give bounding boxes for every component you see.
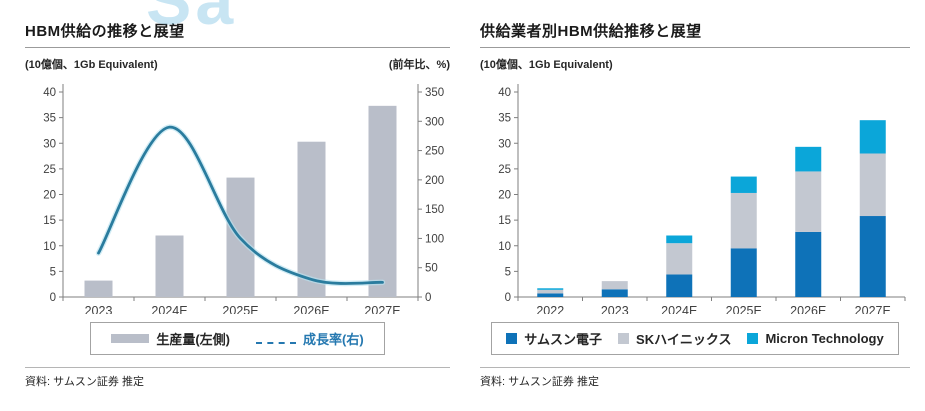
svg-text:2025E: 2025E: [222, 304, 258, 314]
source-note: 資料: サムスン証券 推定: [25, 376, 144, 388]
svg-text:2023: 2023: [85, 304, 113, 314]
svg-text:40: 40: [498, 87, 511, 99]
legend-row: 生産量(左側) 成長率(右): [25, 322, 450, 355]
legend-label: SKハイニックス: [636, 332, 732, 347]
legend-swatch-line-icon: [256, 342, 296, 344]
legend-swatch-square-icon: [747, 333, 759, 344]
svg-text:150: 150: [425, 204, 444, 216]
legend-item: サムスン電子: [506, 329, 602, 348]
svg-text:0: 0: [50, 292, 56, 304]
footer-divider: [25, 367, 450, 368]
chart-title: 供給業者別HBM供給推移と展望: [480, 23, 702, 40]
panel-hbm-supply-by-vendor: 供給業者別HBM供給推移と展望 (10億個、1Gb Equivalent) 0 5…: [480, 0, 910, 411]
svg-text:2024E: 2024E: [661, 304, 697, 314]
svg-text:0: 0: [425, 292, 431, 304]
svg-text:20: 20: [498, 190, 511, 202]
svg-text:0: 0: [505, 292, 511, 304]
chart-title: HBM供給の推移と展望: [25, 23, 185, 40]
svg-text:50: 50: [425, 263, 438, 275]
svg-text:2027E: 2027E: [364, 304, 400, 314]
svg-text:2025E: 2025E: [726, 304, 762, 314]
svg-text:10: 10: [43, 241, 56, 253]
svg-text:35: 35: [43, 113, 56, 125]
title-divider: [480, 47, 910, 48]
svg-text:35: 35: [498, 113, 511, 125]
legend-item: Micron Technology: [747, 331, 884, 346]
svg-text:5: 5: [505, 266, 511, 278]
svg-text:2027E: 2027E: [855, 304, 891, 314]
svg-text:30: 30: [498, 138, 511, 150]
panel-hbm-supply: HBM供給の推移と展望 (10億個、1Gb Equivalent) (前年比、%…: [25, 0, 450, 411]
svg-text:10: 10: [498, 241, 511, 253]
svg-text:40: 40: [43, 87, 56, 99]
svg-text:2022: 2022: [536, 304, 564, 314]
svg-text:2023: 2023: [601, 304, 629, 314]
svg-text:15: 15: [498, 215, 511, 227]
svg-text:20: 20: [43, 190, 56, 202]
svg-text:2024E: 2024E: [151, 304, 187, 314]
combo-bar-line-chart: 0 5 10 15 20 25 30 35 40 0 50 100 150 200 250 300 350 202…: [43, 84, 444, 314]
stacked-bar-chart: 0 5 10 15 20 25 30 35 40 2022 2023 2024E 2025E 2026E 2…: [498, 84, 906, 314]
svg-text:250: 250: [425, 146, 444, 158]
svg-text:350: 350: [425, 87, 444, 99]
legend: サムスン電子 SKハイニックス Micron Technology: [491, 322, 899, 355]
svg-text:15: 15: [43, 215, 56, 227]
axis-units-row: (10億個、1Gb Equivalent): [480, 56, 910, 72]
svg-text:200: 200: [425, 175, 444, 187]
y-axis-unit-left: (10億個、1Gb Equivalent): [480, 59, 613, 71]
svg-text:2026E: 2026E: [790, 304, 826, 314]
svg-text:30: 30: [43, 138, 56, 150]
legend-swatch-square-icon: [618, 333, 630, 344]
y-axis-unit-left: (10億個、1Gb Equivalent): [25, 59, 158, 71]
title-divider: [25, 47, 450, 48]
legend-item: SKハイニックス: [618, 329, 731, 348]
legend: 生産量(左側) 成長率(右): [90, 322, 385, 355]
svg-text:300: 300: [425, 116, 444, 128]
legend-item: 成長率(右): [256, 329, 364, 348]
svg-text:5: 5: [50, 266, 56, 278]
axis-units-row: (10億個、1Gb Equivalent) (前年比、%): [25, 56, 450, 72]
legend-label: Micron Technology: [765, 331, 884, 346]
legend-label: サムスン電子: [524, 332, 603, 347]
y-axis-unit-right: (前年比、%): [388, 59, 450, 71]
legend-row: サムスン電子 SKハイニックス Micron Technology: [480, 322, 910, 355]
legend-label: 成長率(右): [303, 332, 364, 347]
footer-divider: [480, 367, 910, 368]
svg-text:25: 25: [498, 164, 511, 176]
legend-label: 生産量(左側): [156, 332, 230, 347]
svg-text:2026E: 2026E: [293, 304, 329, 314]
svg-text:100: 100: [425, 233, 444, 245]
legend-item: 生産量(左側): [111, 329, 230, 348]
legend-swatch-square-icon: [506, 333, 518, 344]
source-note: 資料: サムスン証券 推定: [480, 376, 599, 388]
legend-swatch-bar-icon: [111, 334, 150, 343]
svg-text:25: 25: [43, 164, 56, 176]
